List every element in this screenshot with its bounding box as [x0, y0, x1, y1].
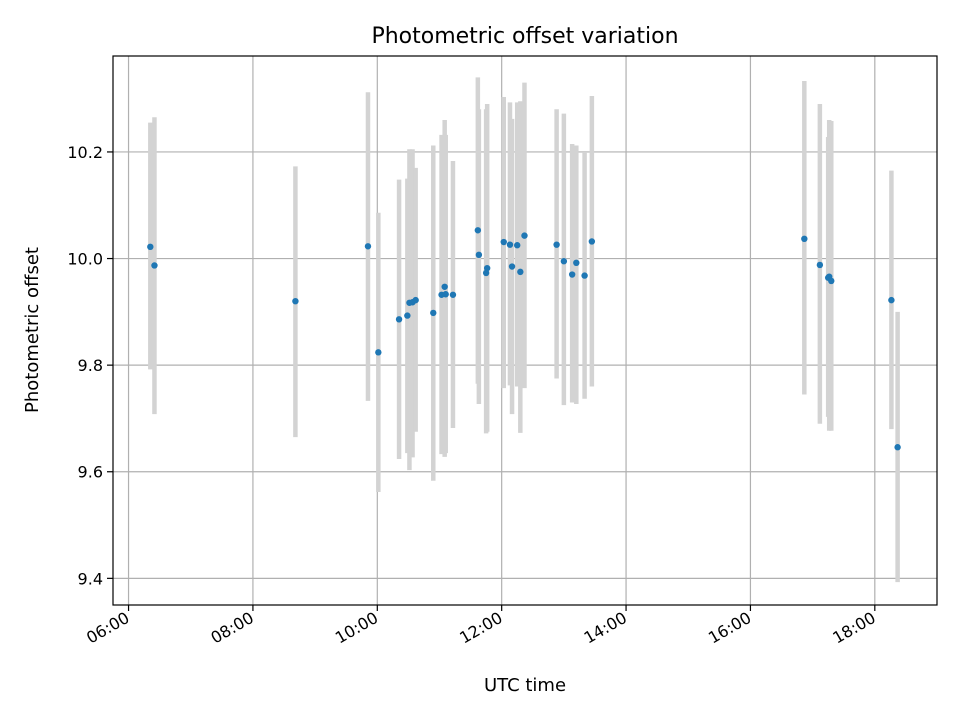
data-point-32	[816, 261, 824, 269]
data-point-0	[147, 243, 154, 251]
x-tick-label-3: 12:00	[456, 608, 505, 648]
errorbar-layer	[148, 77, 900, 583]
data-point-16	[475, 251, 483, 259]
data-point-17	[482, 269, 490, 277]
data-point-13	[442, 291, 449, 298]
data-point-6	[404, 312, 411, 319]
y-tick-label-3: 10.0	[67, 250, 103, 269]
x-tick-label-1: 08:00	[207, 608, 256, 648]
data-point-1	[151, 262, 158, 269]
y-tick-label-4: 10.2	[67, 143, 103, 162]
y-tick-label-1: 9.6	[78, 463, 103, 482]
data-point-23	[517, 268, 524, 276]
data-point-21	[508, 263, 516, 270]
data-point-29	[581, 272, 588, 279]
data-point-15	[474, 227, 482, 234]
data-point-28	[573, 259, 580, 267]
data-point-4	[375, 349, 382, 356]
data-point-9	[412, 296, 419, 304]
grid-layer	[113, 56, 937, 605]
x-tick-label-0: 06:00	[83, 608, 132, 648]
data-point-18	[483, 264, 491, 272]
data-point-20	[506, 241, 514, 248]
data-point-3	[364, 243, 372, 250]
y-tick-label-2: 9.8	[78, 356, 103, 375]
points-layer	[147, 227, 901, 451]
tick-layer: 06:00 08:00 10:00 12:00 14:00 16:00 18:00 9.4 9.…	[67, 143, 878, 648]
data-point-10	[430, 309, 437, 317]
x-tick-label-6: 18:00	[829, 608, 878, 648]
x-axis-label: UTC time	[484, 675, 566, 696]
data-point-12	[441, 283, 448, 290]
plot-frame	[112, 55, 938, 606]
x-tick-label-5: 16:00	[705, 608, 754, 648]
data-point-30	[588, 238, 596, 245]
chart-title: Photometric offset variation	[371, 24, 678, 49]
data-point-19	[500, 238, 507, 246]
data-point-35	[828, 277, 835, 285]
x-tick-label-2: 10:00	[332, 608, 381, 648]
data-point-2	[292, 297, 299, 305]
data-point-36	[888, 296, 895, 304]
x-tick-label-4: 14:00	[581, 608, 630, 648]
data-point-14	[449, 291, 457, 298]
y-axis-label: Photometric offset	[22, 247, 43, 413]
data-point-25	[553, 241, 560, 248]
data-point-31	[801, 235, 808, 243]
data-point-27	[568, 271, 576, 278]
data-point-22	[514, 242, 521, 249]
data-point-5	[395, 316, 403, 323]
data-point-26	[560, 258, 568, 265]
data-point-24	[521, 232, 528, 239]
data-point-37	[894, 444, 901, 451]
y-tick-label-0: 9.4	[78, 569, 103, 588]
